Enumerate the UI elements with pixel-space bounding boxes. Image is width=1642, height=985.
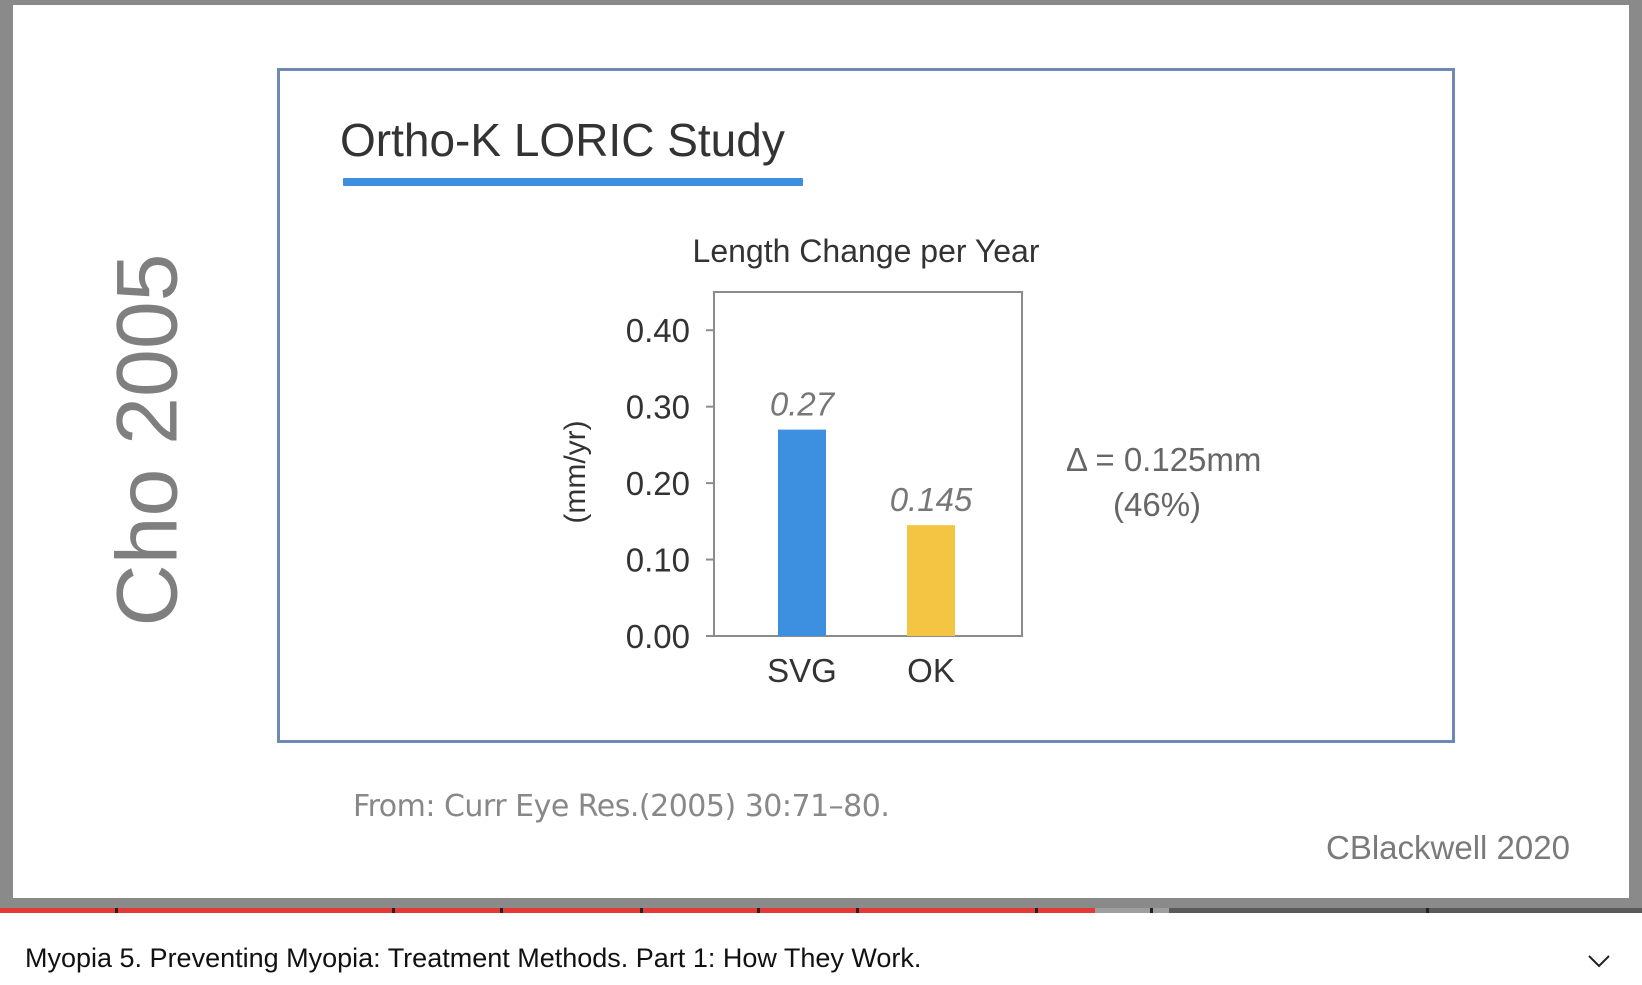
video-title: Myopia 5. Preventing Myopia: Treatment M… <box>25 943 922 973</box>
slide-frame <box>277 68 1455 743</box>
chapter-marker[interactable] <box>115 908 118 913</box>
chart-title: Length Change per Year <box>693 233 1040 269</box>
credit-text: CBlackwell 2020 <box>1326 829 1570 866</box>
data-label: 0.145 <box>890 481 973 518</box>
delta-percent-annotation: (46%) <box>1113 486 1202 523</box>
x-tick-label: SVG <box>767 652 837 689</box>
chapter-marker[interactable] <box>757 908 760 913</box>
y-tick-label: 0.30 <box>626 389 690 426</box>
y-tick-label: 0.00 <box>626 618 690 655</box>
bar-svg <box>778 429 826 636</box>
data-label: 0.27 <box>770 386 836 423</box>
y-tick-label: 0.20 <box>626 465 690 502</box>
study-title-underline <box>343 178 803 186</box>
y-tick-label: 0.40 <box>626 312 690 349</box>
chapter-marker[interactable] <box>640 908 643 913</box>
x-tick-label: OK <box>907 652 955 689</box>
chapter-marker[interactable] <box>856 908 859 913</box>
y-axis-label: (mm/yr) <box>559 420 592 523</box>
bar-ok <box>907 525 955 636</box>
chapter-marker[interactable] <box>1426 908 1429 913</box>
citation-text: From: Curr Eye Res.(2005) 30:71–80. <box>353 789 890 824</box>
study-title: Ortho-K LORIC Study <box>340 114 785 166</box>
chapter-marker[interactable] <box>1035 908 1038 913</box>
plot-area <box>713 291 1023 637</box>
chapter-marker[interactable] <box>500 908 503 913</box>
progress-bar[interactable] <box>0 908 1642 913</box>
progress-buffered <box>1095 908 1170 913</box>
y-tick-label: 0.10 <box>626 542 690 579</box>
chapter-marker[interactable] <box>1150 908 1153 913</box>
video-player[interactable]: Cho 2005 Ortho-K LORIC Study Length Chan… <box>0 0 1642 910</box>
chapter-marker[interactable] <box>392 908 395 913</box>
delta-annotation: Δ = 0.125mm <box>1066 441 1262 478</box>
chevron-down-icon[interactable] <box>1586 950 1612 972</box>
bar-chart: Length Change per Year (mm/yr) 0.00 0.10 0.2… <box>559 233 1040 689</box>
progress-played <box>0 908 1096 913</box>
